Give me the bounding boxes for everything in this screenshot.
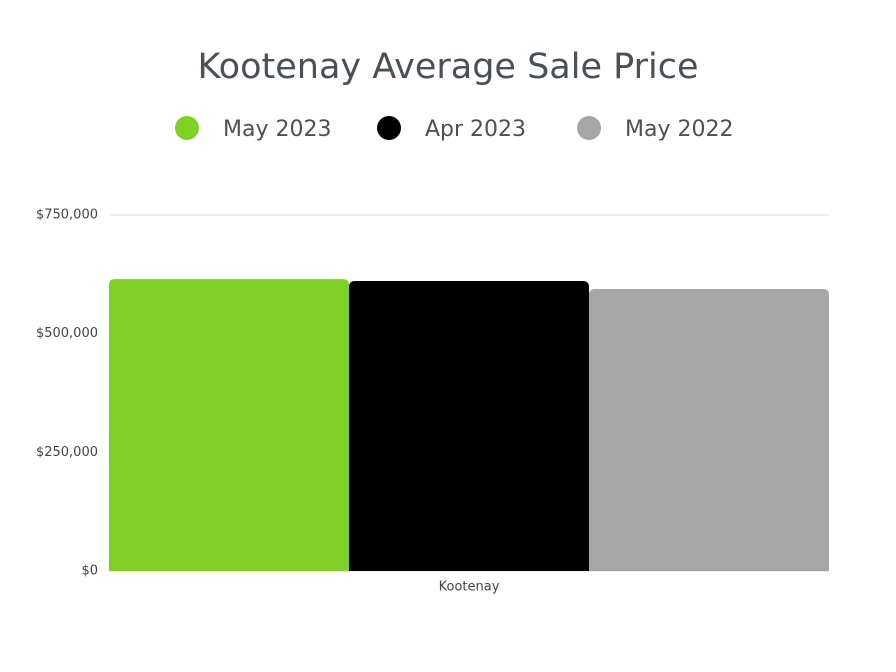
bar [109, 279, 349, 571]
y-tick-label: $250,000 [36, 445, 98, 460]
y-tick-label: $750,000 [36, 208, 98, 223]
legend-marker [577, 116, 601, 140]
legend-marker [377, 116, 401, 140]
bar [349, 280, 589, 571]
legend-label: May 2023 [223, 117, 331, 142]
x-tick-label: Kootenay [439, 580, 500, 595]
legend-label: Apr 2023 [425, 117, 526, 142]
legend-marker [175, 116, 199, 140]
chart-title: Kootenay Average Sale Price [197, 47, 698, 87]
y-tick-label: $0 [81, 564, 98, 579]
y-tick-label: $500,000 [36, 326, 98, 341]
bar [589, 289, 829, 571]
legend-label: May 2022 [625, 117, 733, 142]
